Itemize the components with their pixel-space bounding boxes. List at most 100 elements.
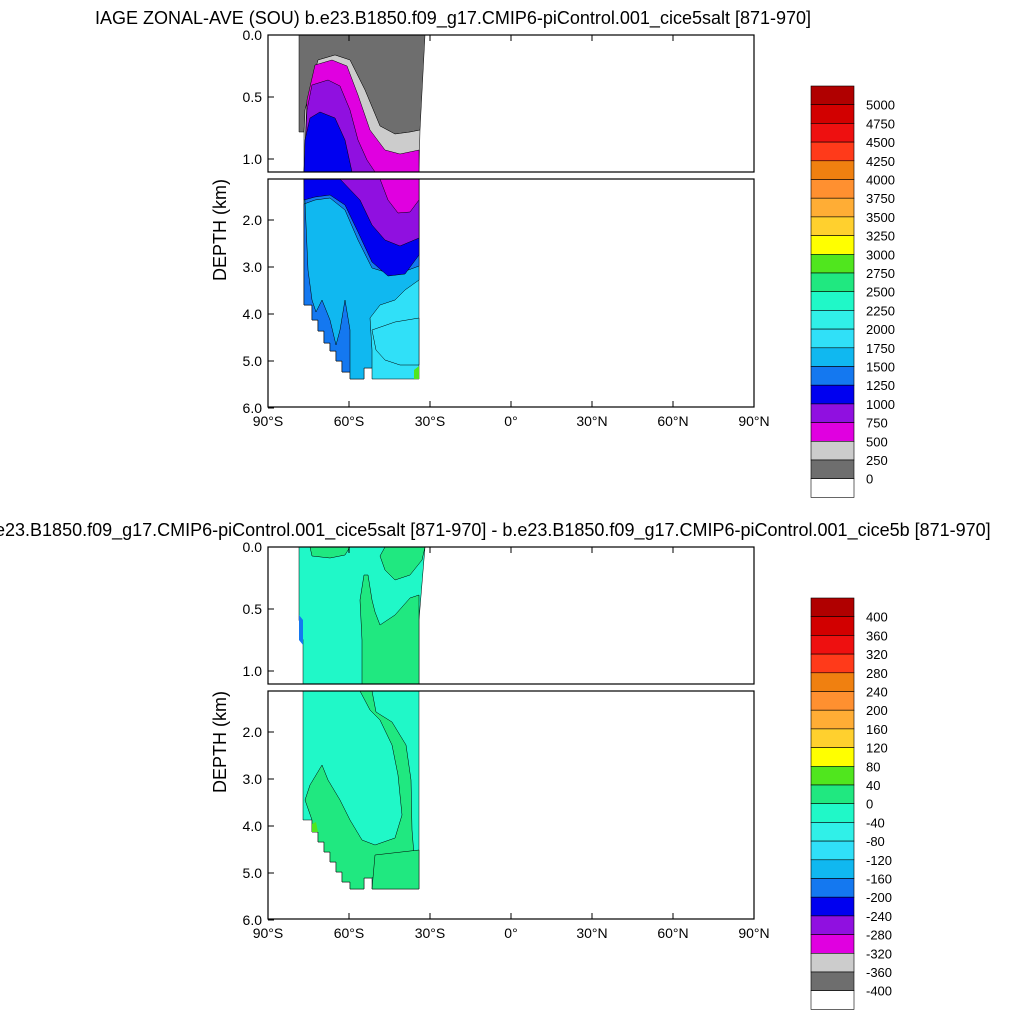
chart1-colorbar-box [810, 197, 855, 218]
chart2-ytick-lower-label: 3.0 [243, 771, 263, 787]
chart1-colorbar-label: 500 [866, 434, 888, 449]
chart2-contour-upper-green [359, 574, 420, 684]
chart2-xtick-label: 60°N [657, 925, 688, 941]
chart1-ylabel: DEPTH (km) [210, 179, 230, 281]
chart1-contour-lower-cyan-patch [371, 317, 420, 366]
chart1-contour-lower-magenta [379, 179, 420, 214]
chart2-colorbar-label: 360 [866, 628, 888, 643]
chart1-colorbar-label: 4250 [866, 154, 895, 169]
chart2-colorbar-box [810, 653, 855, 674]
chart2-ytick-lower-label: 2.0 [243, 724, 263, 740]
chart1-colorbar-label: 1500 [866, 360, 895, 375]
chart2-ytick-lower-label: 5.0 [243, 865, 263, 881]
axes-layer: 90°S 60°S 30°S 0° 30°N 60°N 90°N 0.0 0.5 1.0 2.0 3.… [210, 27, 770, 941]
chart1-colorbar-box [810, 422, 855, 442]
chart2-ylabel: DEPTH (km) [210, 691, 230, 793]
chart2-lower-contours [302, 691, 420, 890]
chart2-colorbar-label: 80 [866, 759, 880, 774]
chart2-ytick-upper-label: 1.0 [243, 663, 263, 679]
chart1-plot [267, 34, 755, 408]
chart2-ytick-lower-label: 6.0 [243, 912, 263, 928]
chart1-colorbar-label: 4500 [866, 135, 895, 150]
chart1-colorbar-box [810, 328, 855, 349]
chart2-colorbar-box [810, 784, 855, 805]
chart2-colorbar-box [810, 803, 855, 823]
chart1-colorbar-box [810, 141, 855, 162]
chart1-colorbar-box [810, 160, 855, 180]
chart1-xtick-label: 30°N [576, 413, 607, 429]
chart2-colorbar-label: 120 [866, 741, 888, 756]
chart1-colorbar-box [810, 403, 855, 423]
chart2-colorbar-label: -80 [866, 834, 885, 849]
chart2-colorbar-label: -240 [866, 909, 892, 924]
chart1-colorbar-box [810, 478, 855, 498]
chart2-colorbar-box [810, 952, 855, 973]
chart2-colorbar-label: -320 [866, 946, 892, 961]
chart1-xtick-label: 60°S [334, 413, 365, 429]
chart2-colorbar-box [810, 859, 855, 879]
chart2-ytick-upper-label: 0.5 [243, 601, 263, 617]
chart2-xtick-label: 30°N [576, 925, 607, 941]
chart2-xtick-label: 60°S [334, 925, 365, 941]
chart1-ytick-lower-label: 3.0 [243, 259, 263, 275]
chart2-xtick-label: 0° [504, 925, 517, 941]
chart2-xtick-label: 30°S [415, 925, 446, 941]
chart2-colorbar-label: -280 [866, 928, 892, 943]
chart1-colorbar-box [810, 347, 855, 367]
chart2-colorbar-box [810, 990, 855, 1010]
chart1-colorbar-label: 750 [866, 416, 888, 431]
chart2-colorbar-box [810, 971, 855, 992]
chart1-colorbar-box [810, 272, 855, 293]
chart1-lower-contours [303, 179, 420, 380]
chart1-colorbar-label: 1750 [866, 341, 895, 356]
chart1-colorbar-label: 4000 [866, 173, 895, 188]
chart1-contour-blue [303, 111, 353, 172]
chart2-colorbar-label: -40 [866, 815, 885, 830]
chart2-colorbar-label: 280 [866, 666, 888, 681]
chart1-colorbar-label: 3000 [866, 247, 895, 262]
chart1-colorbar-box [810, 291, 855, 311]
chart2-colorbar-label: -360 [866, 965, 892, 980]
chart1-colorbar-label: 2500 [866, 285, 895, 300]
chart1-colorbar-label: 5000 [866, 98, 895, 113]
chart2-colorbar-box [810, 822, 855, 842]
chart1-colorbar-label: 1250 [866, 378, 895, 393]
chart1-ytick-upper-label: 1.0 [243, 151, 263, 167]
chart2-colorbar-box [810, 635, 855, 655]
chart1-colorbar-label: 3250 [866, 229, 895, 244]
chart2-colorbar-label: 240 [866, 685, 888, 700]
chart1-colorbar-box [810, 384, 855, 405]
chart1-colorbar-box [810, 459, 855, 480]
chart2-ytick-upper-label: 0.0 [243, 539, 263, 555]
chart2-colorbar-box [810, 747, 855, 767]
chart1-colorbar-box [810, 235, 855, 255]
chart1-colorbar-label: 3750 [866, 191, 895, 206]
chart2-upper-contours [298, 547, 426, 684]
chart1-colorbar-box [810, 366, 855, 386]
chart2-xtick-label: 90°S [253, 925, 284, 941]
chart1-colorbar-box [810, 85, 855, 106]
chart2-colorbar-box [810, 915, 855, 935]
chart2-colorbar-box [810, 672, 855, 692]
chart1-xtick-label: 30°S [415, 413, 446, 429]
chart1-xtick-label: 60°N [657, 413, 688, 429]
chart2-plot [267, 546, 755, 920]
chart2-contour-lower-lime [312, 822, 318, 832]
colorbars-layer: 5000475045004250400037503500325030002750… [810, 85, 895, 1010]
chart1-xtick-label: 90°S [253, 413, 284, 429]
chart2-colorbar-label: 160 [866, 722, 888, 737]
chart1-colorbar-label: 2750 [866, 266, 895, 281]
chart2-colorbar-label: 400 [866, 610, 888, 625]
chart2-colorbar-label: -120 [866, 853, 892, 868]
chart2-colorbar-label: 0 [866, 797, 873, 812]
chart2-colorbar-box [810, 709, 855, 730]
chart1-title: IAGE ZONAL-AVE (SOU) b.e23.B1850.f09_g17… [95, 8, 812, 28]
chart1-contour-lower-green-dot [414, 366, 419, 379]
chart1-axes: 90°S 60°S 30°S 0° 30°N 60°N 90°N 0.0 0.5 1.0 2.0 3.… [210, 27, 770, 429]
chart1-colorbar-label: 2250 [866, 303, 895, 318]
chart1-ytick-upper-label: 0.5 [243, 89, 263, 105]
chart1-colorbar-label: 250 [866, 453, 888, 468]
chart2-colorbar-label: -200 [866, 890, 892, 905]
chart2-colorbar-label: -160 [866, 872, 892, 887]
chart1-xtick-label: 0° [504, 413, 517, 429]
